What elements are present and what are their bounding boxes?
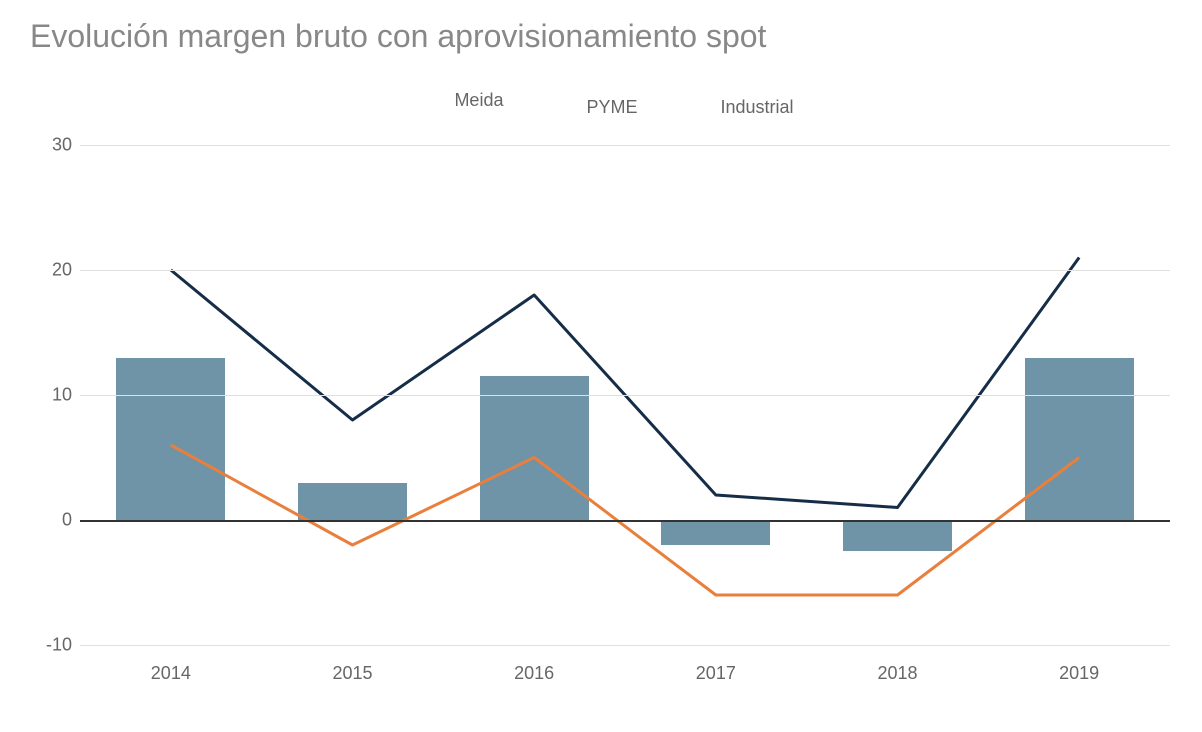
zero-line <box>80 520 1170 522</box>
x-tick-label: 2014 <box>80 663 262 684</box>
chart-title: Evolución margen bruto con aprovisionami… <box>30 18 766 55</box>
chart-container: Evolución margen bruto con aprovisionami… <box>0 0 1202 732</box>
y-tick-label: 10 <box>12 385 72 406</box>
legend-item-meida: Meida <box>408 90 503 111</box>
gridline <box>80 145 1170 146</box>
x-tick-label: 2016 <box>443 663 625 684</box>
y-tick-label: 20 <box>12 260 72 281</box>
y-tick-label: -10 <box>12 635 72 656</box>
legend-item-industrial: Industrial <box>675 97 794 118</box>
x-tick-label: 2017 <box>625 663 807 684</box>
gridline <box>80 645 1170 646</box>
legend-swatch-bar <box>408 92 444 110</box>
legend-label: PYME <box>586 97 637 118</box>
gridline <box>80 270 1170 271</box>
gridline <box>80 395 1170 396</box>
legend-label: Industrial <box>721 97 794 118</box>
legend-swatch-line <box>675 106 711 110</box>
y-tick-label: 30 <box>12 135 72 156</box>
legend: Meida PYME Industrial <box>0 90 1202 118</box>
legend-item-pyme: PYME <box>540 97 637 118</box>
legend-label: Meida <box>454 90 503 111</box>
legend-swatch-line <box>540 106 576 110</box>
x-tick-label: 2015 <box>262 663 444 684</box>
line-pyme <box>171 258 1079 508</box>
plot-area <box>80 145 1170 645</box>
x-tick-label: 2019 <box>988 663 1170 684</box>
y-tick-label: 0 <box>12 510 72 531</box>
x-tick-label: 2018 <box>807 663 989 684</box>
